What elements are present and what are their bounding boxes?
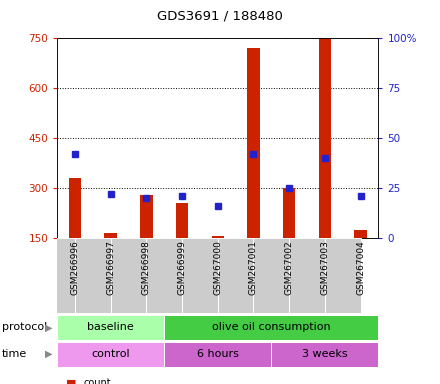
Text: ▶: ▶ [45, 349, 53, 359]
Text: control: control [92, 349, 130, 359]
Bar [354, 230, 367, 238]
Bar [247, 48, 260, 238]
Bar [57, 315, 164, 340]
Bar [69, 178, 81, 238]
Bar [253, 238, 289, 313]
Bar [212, 237, 224, 238]
Text: GSM266999: GSM266999 [178, 240, 187, 295]
Bar [57, 342, 164, 367]
Text: GSM267004: GSM267004 [356, 240, 365, 295]
Bar [289, 238, 325, 313]
Text: GSM267002: GSM267002 [285, 240, 293, 295]
Bar [75, 238, 111, 313]
Text: protocol: protocol [2, 322, 48, 333]
Bar [325, 238, 360, 313]
Text: time: time [2, 349, 27, 359]
Text: 6 hours: 6 hours [197, 349, 239, 359]
Bar [319, 38, 331, 238]
Text: GSM266998: GSM266998 [142, 240, 151, 295]
Text: 3 weeks: 3 weeks [302, 349, 348, 359]
Text: GSM267003: GSM267003 [320, 240, 330, 295]
Text: baseline: baseline [88, 322, 134, 333]
Bar [164, 342, 271, 367]
Bar [111, 238, 147, 313]
Text: GSM266997: GSM266997 [106, 240, 115, 295]
Text: olive oil consumption: olive oil consumption [212, 322, 330, 333]
Bar [164, 315, 378, 340]
Bar [176, 203, 188, 238]
Bar [140, 195, 153, 238]
Bar [182, 238, 218, 313]
Text: GSM267001: GSM267001 [249, 240, 258, 295]
Text: count: count [84, 378, 111, 384]
Bar [104, 233, 117, 238]
Bar [271, 342, 378, 367]
Text: GDS3691 / 188480: GDS3691 / 188480 [157, 10, 283, 23]
Bar [39, 238, 75, 313]
Bar [218, 238, 253, 313]
Text: ▶: ▶ [45, 322, 53, 333]
Bar [147, 238, 182, 313]
Bar [283, 188, 295, 238]
Text: GSM266996: GSM266996 [70, 240, 80, 295]
Text: ■: ■ [66, 378, 77, 384]
Text: GSM267000: GSM267000 [213, 240, 222, 295]
